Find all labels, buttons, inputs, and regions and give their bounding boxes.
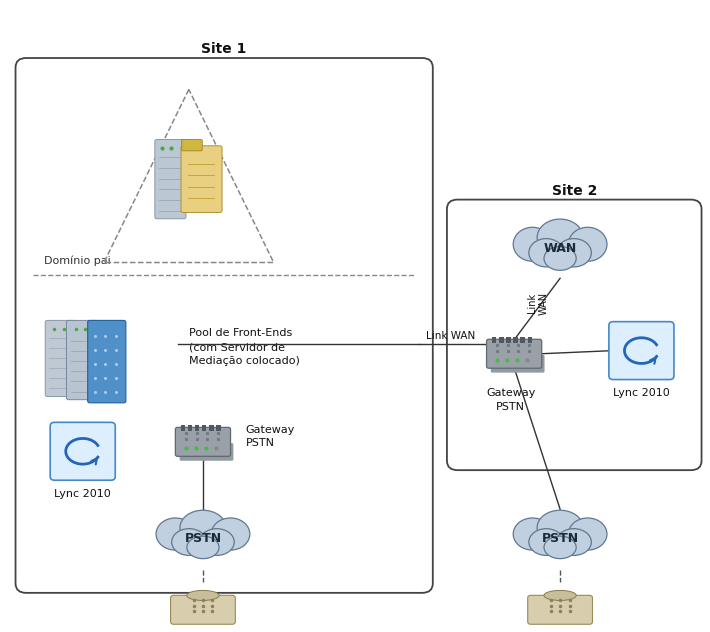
FancyBboxPatch shape xyxy=(447,200,701,470)
Text: PSTN: PSTN xyxy=(185,532,222,545)
Text: Site 1: Site 1 xyxy=(202,42,247,56)
FancyBboxPatch shape xyxy=(45,320,77,396)
FancyBboxPatch shape xyxy=(486,339,542,368)
FancyBboxPatch shape xyxy=(182,140,202,151)
Text: Lync 2010: Lync 2010 xyxy=(613,388,670,398)
FancyBboxPatch shape xyxy=(181,146,222,212)
Ellipse shape xyxy=(544,590,577,600)
Ellipse shape xyxy=(569,518,607,550)
Ellipse shape xyxy=(557,529,591,556)
Bar xyxy=(195,425,200,431)
Ellipse shape xyxy=(200,529,234,556)
Ellipse shape xyxy=(187,536,219,559)
Text: PSTN: PSTN xyxy=(542,532,579,545)
Ellipse shape xyxy=(513,518,552,550)
Bar xyxy=(492,337,496,343)
Text: Link
WAN: Link WAN xyxy=(527,292,548,315)
Ellipse shape xyxy=(529,529,564,556)
FancyBboxPatch shape xyxy=(155,140,186,219)
Ellipse shape xyxy=(156,518,195,550)
Ellipse shape xyxy=(211,518,250,550)
Bar xyxy=(506,337,510,343)
Text: Link WAN: Link WAN xyxy=(426,331,475,341)
Ellipse shape xyxy=(544,246,577,270)
FancyBboxPatch shape xyxy=(87,320,126,403)
Bar xyxy=(217,425,221,431)
FancyBboxPatch shape xyxy=(170,595,235,624)
Ellipse shape xyxy=(187,590,219,600)
Bar xyxy=(520,337,525,343)
Ellipse shape xyxy=(172,529,207,556)
FancyBboxPatch shape xyxy=(175,427,231,456)
Bar xyxy=(181,425,185,431)
Ellipse shape xyxy=(513,228,552,261)
Bar xyxy=(209,425,214,431)
Bar xyxy=(513,337,518,343)
FancyBboxPatch shape xyxy=(50,422,115,480)
Text: Domínio pai: Domínio pai xyxy=(44,255,111,265)
Bar xyxy=(188,425,192,431)
Ellipse shape xyxy=(180,510,226,545)
Ellipse shape xyxy=(569,228,607,261)
Ellipse shape xyxy=(537,219,583,256)
Text: Gateway
PSTN: Gateway PSTN xyxy=(486,388,535,411)
Ellipse shape xyxy=(537,510,583,545)
FancyBboxPatch shape xyxy=(180,443,234,461)
Text: Gateway
PSTN: Gateway PSTN xyxy=(246,425,295,449)
FancyBboxPatch shape xyxy=(528,595,592,624)
Bar xyxy=(528,337,532,343)
FancyBboxPatch shape xyxy=(16,58,433,593)
Text: Site 2: Site 2 xyxy=(552,184,597,198)
Text: Lync 2010: Lync 2010 xyxy=(55,489,111,499)
FancyBboxPatch shape xyxy=(609,322,674,380)
Ellipse shape xyxy=(544,536,577,559)
Text: WAN: WAN xyxy=(543,242,577,255)
FancyBboxPatch shape xyxy=(67,320,97,399)
Ellipse shape xyxy=(557,239,591,267)
Bar xyxy=(202,425,207,431)
Text: Pool de Front-Ends
(com Servidor de
Mediação colocado): Pool de Front-Ends (com Servidor de Medi… xyxy=(189,329,300,367)
Bar xyxy=(499,337,503,343)
FancyBboxPatch shape xyxy=(491,355,545,373)
Ellipse shape xyxy=(529,239,564,267)
